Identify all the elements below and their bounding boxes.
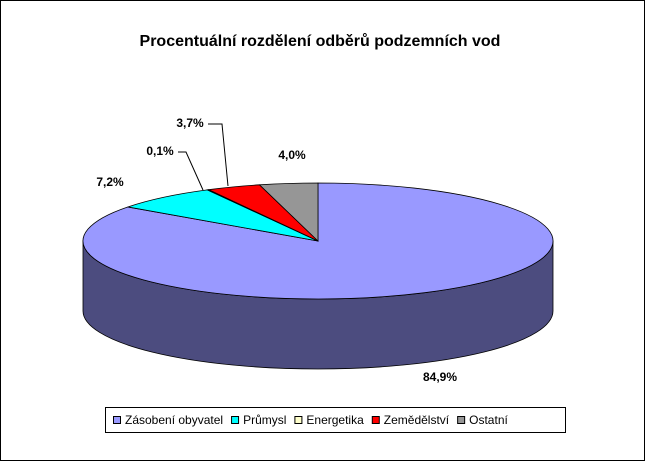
- legend-label: Ostatní: [469, 413, 508, 427]
- value-label: 4,0%: [278, 148, 306, 162]
- leader-line: [208, 123, 229, 187]
- value-label: 0,1%: [146, 144, 174, 158]
- legend-swatch: [113, 416, 121, 424]
- legend-label: Energetika: [306, 413, 364, 427]
- value-label: 3,7%: [176, 116, 204, 130]
- chart-title: Procentuální rozdělení odběrů podzemních…: [140, 33, 501, 50]
- labels: 84,9% 7,2% 0,1%3,7% 4,0%: [96, 116, 457, 384]
- legend-label: Průmysl: [243, 413, 286, 427]
- value-label: 7,2%: [96, 175, 124, 189]
- pie-tops: [82, 182, 554, 300]
- legend-label: Zásobení obyvatel: [125, 413, 223, 427]
- legend-swatch: [294, 416, 303, 424]
- legend-swatch: [231, 416, 240, 424]
- legend-label: Zemědělství: [384, 413, 450, 427]
- legend-swatch: [457, 416, 466, 424]
- value-label: 84,9%: [423, 370, 457, 384]
- slice: [258, 182, 319, 242]
- legend-box: [105, 407, 566, 433]
- legend: Zásobení obyvatel Průmysl Energetika Zemědě…: [113, 413, 508, 427]
- leader-line: [178, 151, 204, 191]
- legend-swatch: [371, 416, 380, 424]
- slice: [127, 189, 319, 242]
